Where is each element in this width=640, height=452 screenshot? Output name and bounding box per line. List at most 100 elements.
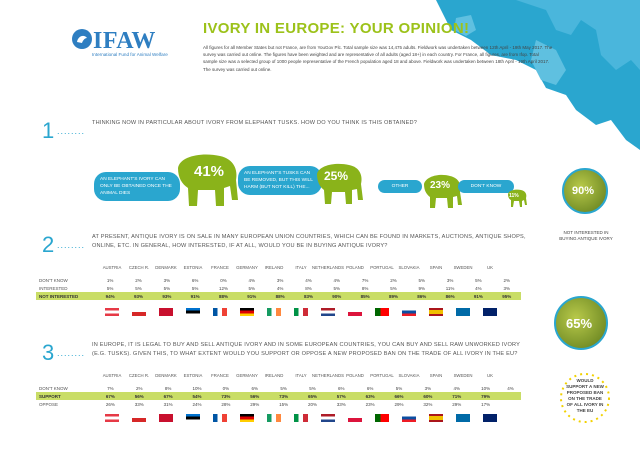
logo-subtitle: International Fund for Animal Welfare <box>92 52 168 57</box>
table-cell: 6% <box>191 277 199 283</box>
flag-france-icon <box>213 414 227 422</box>
table-cell <box>500 392 521 400</box>
table-cell: 12% <box>218 285 228 291</box>
q1-number: 1 <box>42 118 55 143</box>
table-cell: 11% <box>445 285 455 291</box>
flag-sweden-icon <box>456 414 470 422</box>
table-cell: 32% <box>423 401 433 407</box>
q2-flag-row <box>0 308 640 318</box>
table-cell: 4% <box>248 277 256 283</box>
country-label: GERMANY <box>236 373 258 378</box>
country-label: UK <box>487 265 493 270</box>
q2-country-header: AUSTRIA CZECH R. DENMARK ESTONIA FRANCE … <box>0 265 640 273</box>
country-label: FRANCE <box>211 373 229 378</box>
table-cell: 95% <box>492 292 521 300</box>
country-label: SPAIN <box>429 265 443 270</box>
side-circle-90 <box>562 168 608 214</box>
country-label: DENMARK <box>155 265 177 270</box>
flag-italy-icon <box>294 308 308 316</box>
table-row: DON'T KNOW 1% 2% 3% 6% 0% 4% 3% 4% 4% 7% 2% 5% 3% 5% 2… <box>36 276 521 284</box>
flag-czech-icon <box>132 414 146 422</box>
country-label: SPAIN <box>429 373 443 378</box>
country-label: SLOVAKIA <box>398 265 420 270</box>
q1-dots: ........ <box>57 126 86 136</box>
country-label: ESTONIA <box>183 265 203 270</box>
flag-france-icon <box>213 308 227 316</box>
table-row: DON'T KNOW 7% 2% 8% 10% 0% 6% 5% 5% 6% 6% 5% 3% 4% 10… <box>36 384 521 392</box>
row-label: NOT INTERESTED <box>36 292 96 300</box>
table-cell: 71% <box>442 392 472 400</box>
table-cell: 29% <box>394 401 404 407</box>
flag-estonia-icon <box>186 308 200 316</box>
table-cell: 86% <box>435 292 465 300</box>
table-cell: 26% <box>105 401 115 407</box>
flag-czech-icon <box>132 308 146 316</box>
table-cell: 5% <box>390 285 397 291</box>
table-cell: 4% <box>507 385 514 391</box>
q1-option-4-label: DON'T KNOW <box>470 184 502 189</box>
country-label: POLAND <box>346 265 364 270</box>
table-cell: 4% <box>475 285 482 291</box>
table-cell: 57% <box>326 392 356 400</box>
country-label: IRELAND <box>264 265 284 270</box>
flag-germany-icon <box>240 414 254 422</box>
page-title: IVORY IN EUROPE: YOUR OPINION! <box>203 20 470 37</box>
table-cell: 5% <box>248 285 256 291</box>
table-row: NOT INTERESTED 94% 93% 93% 91% 88% 91% 88% 83% 9… <box>36 292 521 300</box>
europe-map <box>436 0 640 150</box>
country-label: IRELAND <box>264 373 284 378</box>
q1-option-3-label: OTHER <box>391 184 409 189</box>
table-cell: 2% <box>503 277 511 283</box>
flag-poland-icon <box>348 308 362 316</box>
flag-ireland-icon <box>267 308 281 316</box>
row-label: DON'T KNOW <box>39 385 68 391</box>
table-cell: 20% <box>307 401 317 407</box>
country-label: POLAND <box>346 373 364 378</box>
flag-slovakia-icon <box>402 308 416 316</box>
table-cell: 1% <box>106 277 114 283</box>
table-cell: 24% <box>192 401 202 407</box>
q1-option-1-label: AN ELEPHANT'S IVORY CAN ONLY BE OBTAINED… <box>100 177 172 196</box>
table-cell: 86% <box>407 292 436 300</box>
side-label-not-interested: NOT INTERESTED IN BUYING ANTIQUE IVORY <box>559 230 613 241</box>
country-label: FRANCE <box>211 265 229 270</box>
table-cell: 91% <box>464 292 493 300</box>
table-cell: 23% <box>365 401 375 407</box>
table-cell: 90% <box>322 292 351 300</box>
table-cell: 5% <box>395 385 403 391</box>
table-cell: 10% <box>192 385 202 391</box>
table-cell: 17% <box>481 401 491 407</box>
table-cell: 3% <box>276 277 284 283</box>
table-cell: 3% <box>503 285 511 291</box>
table-cell: 6% <box>338 385 345 391</box>
row-label: DON'T KNOW <box>39 277 68 283</box>
table-cell: 56% <box>124 392 154 400</box>
eu-stars-icon <box>560 373 610 423</box>
table-cell: 2% <box>390 277 397 283</box>
country-label: PORTUGAL <box>370 265 394 270</box>
flag-portugal-icon <box>375 414 389 422</box>
table-cell: 5% <box>418 277 426 283</box>
table-row: OPPOSE 26% 33% 31% 24% 28% 29% 15% 20% 33% 23% 29%… <box>36 400 521 408</box>
side-circle-65 <box>554 296 608 350</box>
intro-text: All figures for all Member States but no… <box>203 45 553 72</box>
table-cell: 56% <box>240 392 270 400</box>
table-cell: 5% <box>106 285 114 291</box>
elephant-icon <box>424 174 462 208</box>
flag-austria-icon <box>105 414 119 422</box>
q2-table: DON'T KNOW 1% 2% 3% 6% 0% 4% 3% 4% 4% 7% 2% 5% 3% 5% 2… <box>36 276 521 300</box>
table-cell: 88% <box>209 292 238 300</box>
table-cell: 89% <box>379 292 408 300</box>
flag-austria-icon <box>105 308 119 316</box>
table-cell: 3% <box>163 277 171 283</box>
ifaw-logo-icon <box>72 29 92 49</box>
table-cell: 8% <box>305 285 312 291</box>
country-label: SWEDEN <box>453 373 473 378</box>
table-cell: 93% <box>152 292 181 300</box>
table-cell: 67% <box>96 392 125 400</box>
q1-option-2: AN ELEPHANT'S TUSKS CAN BE REMOVED, BUT … <box>238 166 322 195</box>
flag-germany-icon <box>240 308 254 316</box>
row-label: OPPOSE <box>39 401 59 407</box>
side-circle-65-pct: 65% <box>566 316 593 331</box>
table-cell: 63% <box>355 392 385 400</box>
